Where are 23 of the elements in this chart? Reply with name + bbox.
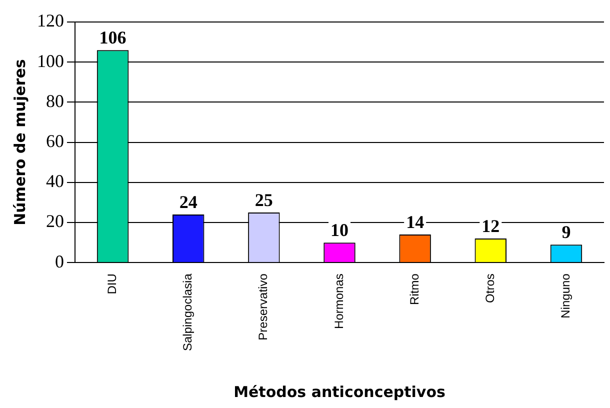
- y-tick-label: 0: [55, 251, 64, 272]
- data-label: 24: [179, 192, 198, 212]
- y-tick-label: 120: [37, 10, 64, 31]
- y-axis-title: Número de mujeres: [10, 59, 29, 226]
- x-tick-label: Preservativo: [256, 273, 270, 340]
- data-label: 12: [482, 216, 500, 236]
- x-tick-label: Hormonas: [332, 274, 346, 329]
- y-tick-label: 60: [46, 131, 64, 152]
- data-label: 106: [99, 28, 126, 48]
- y-tick-label: 80: [46, 90, 64, 111]
- x-tick-label: Ritmo: [407, 273, 422, 305]
- x-tick-label: Salpingoclasia: [180, 273, 195, 352]
- data-label: 25: [254, 190, 273, 210]
- x-tick-label: DIU: [105, 274, 120, 294]
- y-tick-label: 20: [46, 211, 64, 232]
- x-axis-title: Métodos anticonceptivos: [234, 382, 446, 401]
- y-tick-label: 100: [37, 50, 64, 71]
- y-tick-label: 40: [46, 171, 64, 192]
- x-tick-label: Otros: [482, 274, 497, 303]
- x-tick-label: Ninguno: [558, 273, 573, 318]
- data-label: 14: [406, 212, 424, 232]
- data-label: 10: [330, 220, 348, 240]
- data-label: 9: [562, 222, 571, 242]
